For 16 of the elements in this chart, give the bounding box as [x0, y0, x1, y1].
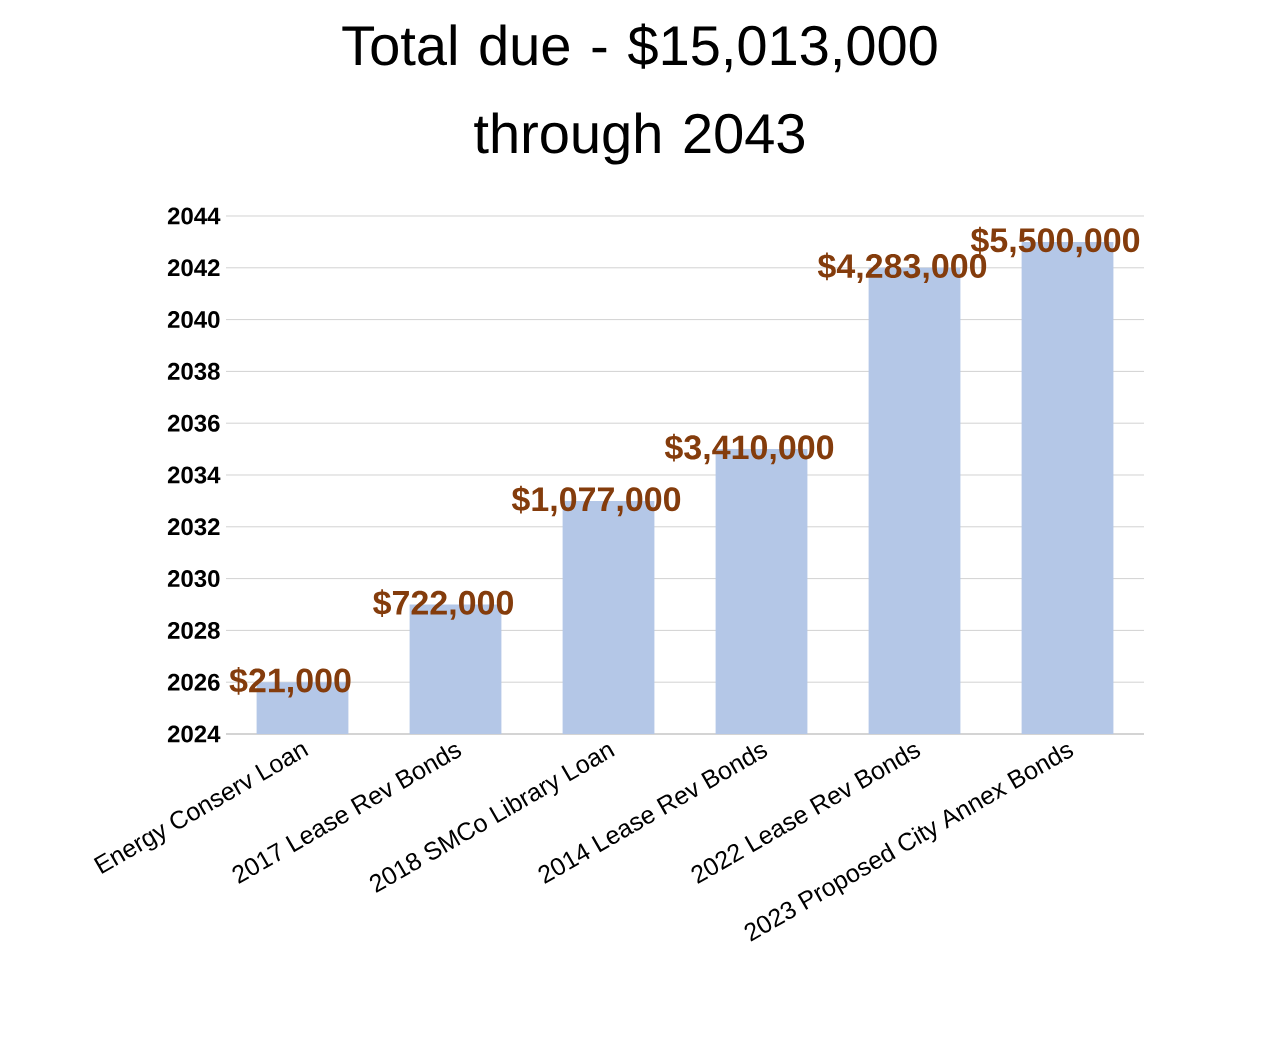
annotation: $21,000 [229, 666, 351, 698]
y-tick-label: 2032 [167, 518, 220, 536]
annotation: $3,410,000 [664, 433, 834, 465]
y-tick-label: 2024 [167, 725, 221, 743]
y-tick-label: 2044 [167, 207, 221, 225]
y-tick-label: 2040 [167, 311, 220, 329]
y-tick-label: 2034 [167, 466, 221, 484]
y-tick-label: 2042 [167, 259, 220, 277]
y-tick-label: 2026 [167, 673, 220, 691]
annotation: $1,077,000 [511, 485, 681, 517]
y-tick-label: 2028 [167, 621, 220, 639]
chart-title: Total due - $15,013,000 through 2043 [342, 23, 937, 165]
y-tick-label: 2036 [167, 414, 220, 432]
y-tick-label: 2038 [167, 362, 220, 380]
y-tick-label: 2030 [167, 570, 220, 588]
annotation: $722,000 [373, 589, 513, 620]
